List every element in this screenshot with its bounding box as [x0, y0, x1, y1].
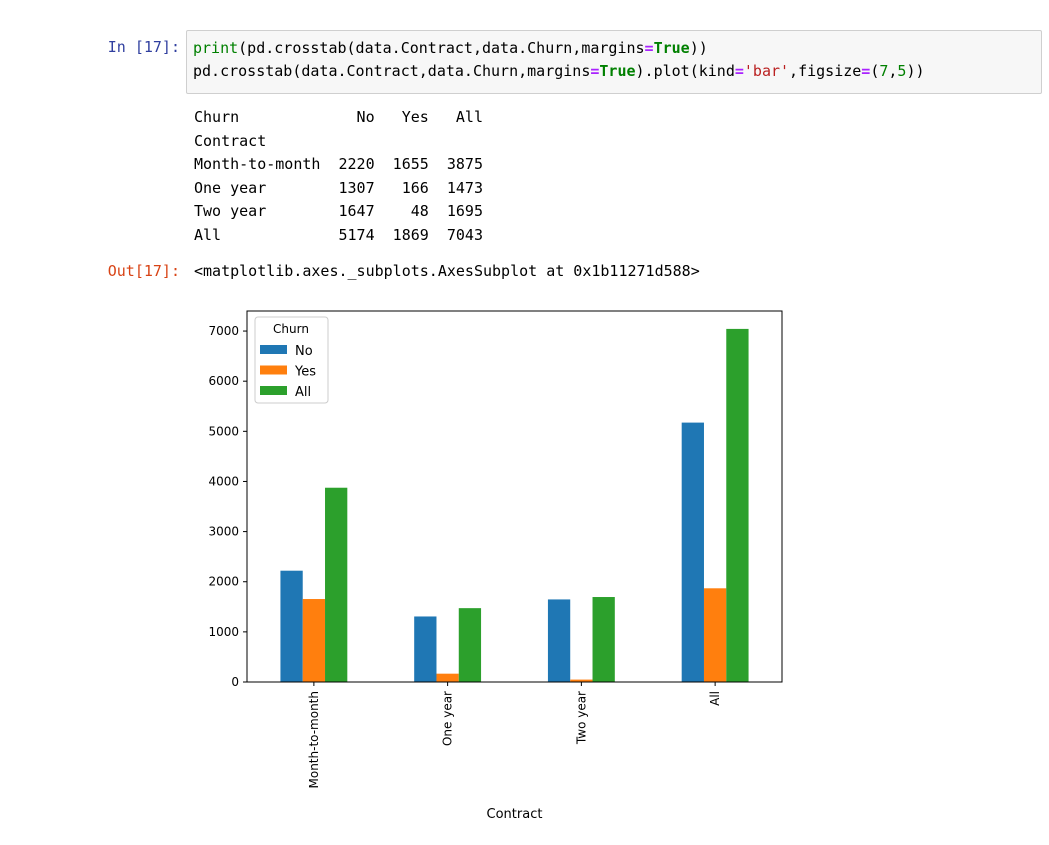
bar-no-1 [414, 616, 437, 682]
bar-no-3 [681, 422, 704, 682]
code-token: ).plot(kind [635, 62, 735, 80]
output-repr: <matplotlib.axes._subplots.AxesSubplot a… [194, 262, 700, 280]
stdout-line: Churn No Yes All [194, 108, 483, 126]
code-token: ( [870, 62, 880, 80]
code-token: 5 [897, 62, 907, 80]
stdout-line: Month-to-month 2220 1655 3875 [194, 155, 483, 173]
code-token: , [888, 62, 898, 80]
code-token: 'bar' [743, 62, 790, 80]
y-tick-label: 7000 [208, 324, 239, 338]
legend-box [254, 316, 329, 404]
plot-frame [246, 310, 783, 683]
code-token: 7 [879, 62, 889, 80]
bar-all-1 [458, 608, 482, 682]
x-tick-label: All [708, 691, 722, 706]
code-token: = [590, 62, 600, 80]
bar-no-0 [280, 570, 303, 682]
bar-all-0 [325, 487, 348, 682]
y-tick-label: 6000 [208, 374, 239, 388]
legend-label-yes: Yes [294, 365, 316, 380]
stdout-output: Churn No Yes All Contract Month-to-month … [194, 106, 483, 247]
y-tick-label: 2000 [208, 575, 239, 589]
bar-all-3 [726, 328, 749, 682]
stdout-line: One year 1307 166 1473 [194, 178, 483, 197]
y-tick-label: 0 [231, 675, 239, 689]
bar-no-2 [547, 599, 571, 682]
stdout-line: Contract [194, 131, 483, 150]
x-axis-label: Contract [487, 807, 543, 822]
code-token: (pd.crosstab(data.Contract,data.Churn,ma… [238, 39, 645, 57]
legend-swatch-yes [260, 365, 287, 375]
bar-chart: 0 1000 2000 3000 4000 5000 6000 7000 Month-to-mo… [208, 310, 783, 822]
x-tick-label: Month-to-month [307, 691, 321, 789]
y-tick-label: 4000 [208, 474, 239, 488]
stdout-line: All 5174 1869 7043 [194, 225, 483, 244]
legend-title: Churn [273, 322, 309, 336]
y-tick-label: 3000 [208, 525, 239, 539]
legend-label-all: All [295, 385, 311, 400]
code-token: ,figsize [789, 62, 862, 80]
bar-yes-0 [302, 599, 326, 682]
code-token: True [653, 39, 690, 57]
bar-all-2 [592, 597, 615, 682]
code-token: )) [906, 62, 925, 80]
legend-swatch-no [260, 345, 287, 354]
code-token: = [644, 39, 654, 57]
code-token: pd.crosstab(data.Contract,data.Churn,mar… [193, 62, 591, 80]
code-cell-editor[interactable]: print(pd.crosstab(data.Contract,data.Chu… [186, 30, 1042, 94]
bar-yes-2 [570, 679, 593, 682]
bar-yes-3 [703, 588, 727, 682]
code-token: = [734, 62, 744, 80]
x-tick-label: Two year [574, 691, 588, 745]
output-prompt: Out[17]: [107, 262, 180, 280]
bar-yes-1 [436, 673, 459, 682]
y-tick-label: 1000 [208, 625, 239, 639]
code-token: True [599, 62, 636, 80]
code-token: )) [689, 39, 708, 57]
x-tick-label: One year [441, 691, 455, 746]
code-line-1: print(pd.crosstab(data.Contract,data.Chu… [193, 39, 708, 57]
code-token: print [193, 39, 239, 57]
input-prompt: In [17]: [107, 38, 180, 56]
legend-swatch-all [260, 386, 287, 395]
code-line-2: pd.crosstab(data.Contract,data.Churn,mar… [193, 62, 925, 80]
y-tick-label: 5000 [208, 424, 239, 438]
stdout-line: Two year 1647 48 1695 [194, 202, 483, 220]
legend-label-no: No [295, 344, 313, 359]
code-token: = [861, 62, 871, 80]
